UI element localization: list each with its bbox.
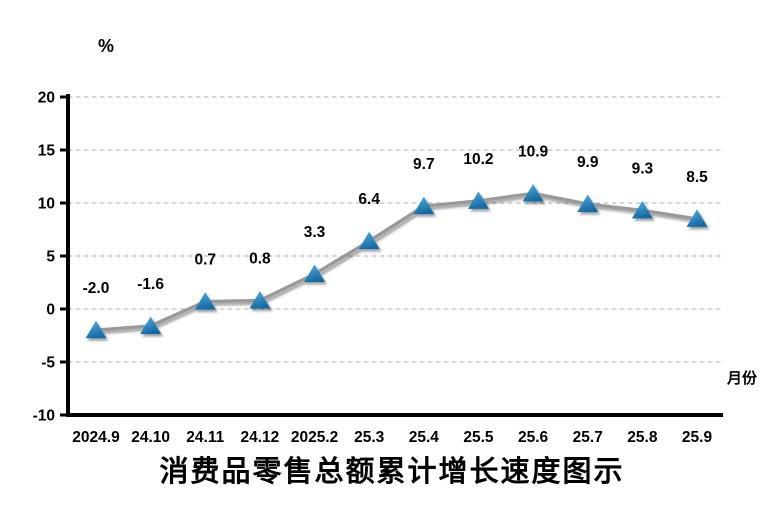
data-point-marker — [577, 194, 599, 213]
data-label: 10.2 — [463, 151, 493, 168]
data-label: -1.6 — [137, 276, 164, 293]
x-tick-label: 25.9 — [682, 429, 713, 446]
x-tick-label: 25.5 — [463, 429, 494, 446]
y-tick-label: 15 — [38, 143, 56, 160]
x-tick-label: 2024.9 — [72, 429, 120, 446]
data-point-marker — [467, 191, 489, 209]
data-label: 0.7 — [194, 252, 216, 269]
data-label: -2.0 — [83, 280, 110, 297]
data-point-marker — [304, 264, 326, 283]
x-tick-label: 24.10 — [131, 429, 170, 446]
data-label: 0.8 — [249, 251, 271, 268]
chart-title: 消费品零售总额累计增长速度图示 — [159, 456, 625, 488]
y-axis-unit-label: % — [98, 36, 115, 56]
series-line — [94, 191, 699, 332]
y-tick-label: 10 — [38, 196, 55, 213]
x-tick-label: 2025.2 — [291, 429, 338, 446]
y-tick-label: -10 — [33, 408, 55, 425]
x-tick-label: 24.12 — [241, 429, 280, 446]
x-tick-label: 25.7 — [573, 429, 603, 446]
data-point-marker — [686, 209, 708, 227]
data-point-marker — [249, 291, 271, 309]
y-tick-label: -5 — [41, 355, 55, 372]
x-tick-label: 25.3 — [354, 429, 385, 446]
data-point-marker — [413, 196, 435, 215]
data-point-marker — [140, 316, 162, 334]
data-label: 9.3 — [632, 160, 654, 177]
data-label: 9.7 — [413, 156, 435, 173]
y-tick-label: 0 — [46, 302, 55, 319]
x-tick-label: 24.11 — [186, 429, 224, 446]
data-label: 9.9 — [577, 154, 599, 171]
data-label: 3.3 — [304, 224, 326, 241]
data-point-marker — [194, 292, 216, 310]
data-point-marker — [631, 200, 653, 219]
x-tick-label: 25.6 — [518, 429, 549, 446]
data-point-marker — [522, 183, 544, 202]
data-point-marker — [85, 320, 107, 339]
y-tick-label: 20 — [38, 90, 55, 107]
data-label: 8.5 — [686, 169, 708, 186]
data-series — [85, 183, 708, 339]
data-point-marker — [358, 231, 380, 250]
x-tick-label: 25.8 — [627, 429, 658, 446]
data-label: 10.9 — [518, 143, 549, 160]
x-axis-unit-label: 月份 — [727, 370, 758, 387]
data-label: 6.4 — [358, 191, 380, 208]
y-tick-label: 5 — [46, 249, 55, 266]
x-tick-label: 25.4 — [409, 429, 440, 446]
